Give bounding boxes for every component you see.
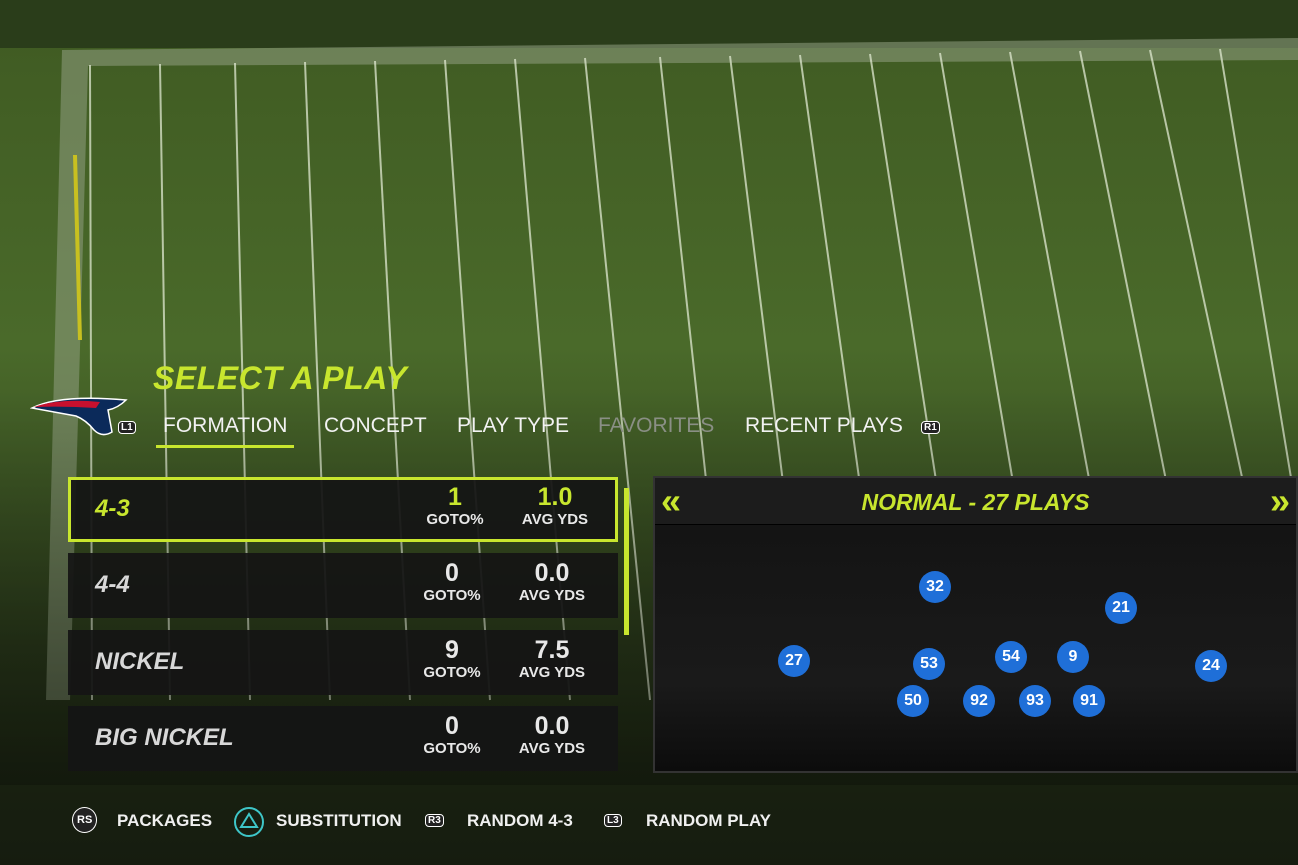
player-marker: 32 xyxy=(919,571,951,603)
screen-title: SELECT A PLAY xyxy=(153,360,408,396)
goto-value: 1 xyxy=(448,483,462,511)
tab[interactable]: FORMATION xyxy=(155,414,295,448)
triangle-button xyxy=(234,807,264,837)
footer-action[interactable]: SUBSTITUTION xyxy=(276,811,402,830)
r1-button: R1 xyxy=(921,421,940,434)
formation-name: BIG NICKEL xyxy=(95,724,234,751)
scrollbar xyxy=(624,488,629,635)
formation-row[interactable]: BIG NICKEL 0 GOTO% 0.0 AVG YDS xyxy=(68,706,618,771)
formation-preview: « NORMAL - 27 PLAYS » xyxy=(653,476,1298,773)
avg-label: AVG YDS xyxy=(521,511,589,528)
player-marker: 9 xyxy=(1057,641,1089,673)
avg-value: 1.0 xyxy=(537,483,573,511)
tab[interactable]: PLAY TYPE xyxy=(457,414,570,437)
prev-arrow[interactable]: « xyxy=(661,480,682,521)
footer-action[interactable]: RANDOM PLAY xyxy=(646,811,771,830)
tab[interactable]: CONCEPT xyxy=(324,414,427,437)
goto-value: 0 xyxy=(445,712,459,740)
formation-name: NICKEL xyxy=(95,648,185,675)
player-marker: 91 xyxy=(1073,685,1105,717)
button-icon: RS xyxy=(72,807,98,833)
formation-name: 4-4 xyxy=(95,571,130,598)
player-marker: 93 xyxy=(1019,685,1051,717)
goto-label: GOTO% xyxy=(423,664,481,681)
goto-value: 0 xyxy=(445,559,459,587)
team-logo xyxy=(30,397,128,436)
preview-title: NORMAL - 27 PLAYS xyxy=(861,489,1090,515)
tab: FAVORITES xyxy=(598,414,715,437)
avg-label: AVG YDS xyxy=(518,664,586,681)
footer-action[interactable]: PACKAGES xyxy=(117,811,213,830)
button-icon: L3 xyxy=(604,814,622,827)
preview-header: « NORMAL - 27 PLAYS » xyxy=(655,478,1296,525)
avg-label: AVG YDS xyxy=(518,740,586,757)
avg-value: 0.0 xyxy=(534,712,570,740)
button-icon: R3 xyxy=(425,814,444,827)
formation-row[interactable]: 4-3 1 GOTO% 1.0 AVG YDS xyxy=(68,477,618,542)
goto-label: GOTO% xyxy=(423,740,481,757)
player-marker: 92 xyxy=(963,685,995,717)
avg-label: AVG YDS xyxy=(518,587,586,604)
avg-value: 7.5 xyxy=(534,636,570,664)
formation-row[interactable]: NICKEL 9 GOTO% 7.5 AVG YDS xyxy=(68,630,618,695)
footer-action[interactable]: RANDOM 4-3 xyxy=(467,811,573,830)
goto-label: GOTO% xyxy=(423,587,481,604)
player-marker: 24 xyxy=(1195,650,1227,682)
player-marker: 50 xyxy=(897,685,929,717)
avg-value: 0.0 xyxy=(534,559,570,587)
goto-label: GOTO% xyxy=(426,511,484,528)
goto-value: 9 xyxy=(445,636,459,664)
player-marker: 54 xyxy=(995,641,1027,673)
player-marker: 21 xyxy=(1105,592,1137,624)
formation-name: 4-3 xyxy=(95,495,130,522)
formation-row[interactable]: 4-4 0 GOTO% 0.0 AVG YDS xyxy=(68,553,618,618)
l1-button: L1 xyxy=(118,421,136,434)
player-marker: 53 xyxy=(913,648,945,680)
next-arrow[interactable]: » xyxy=(1269,480,1290,521)
player-marker: 27 xyxy=(778,645,810,677)
tab[interactable]: RECENT PLAYS xyxy=(745,414,903,437)
